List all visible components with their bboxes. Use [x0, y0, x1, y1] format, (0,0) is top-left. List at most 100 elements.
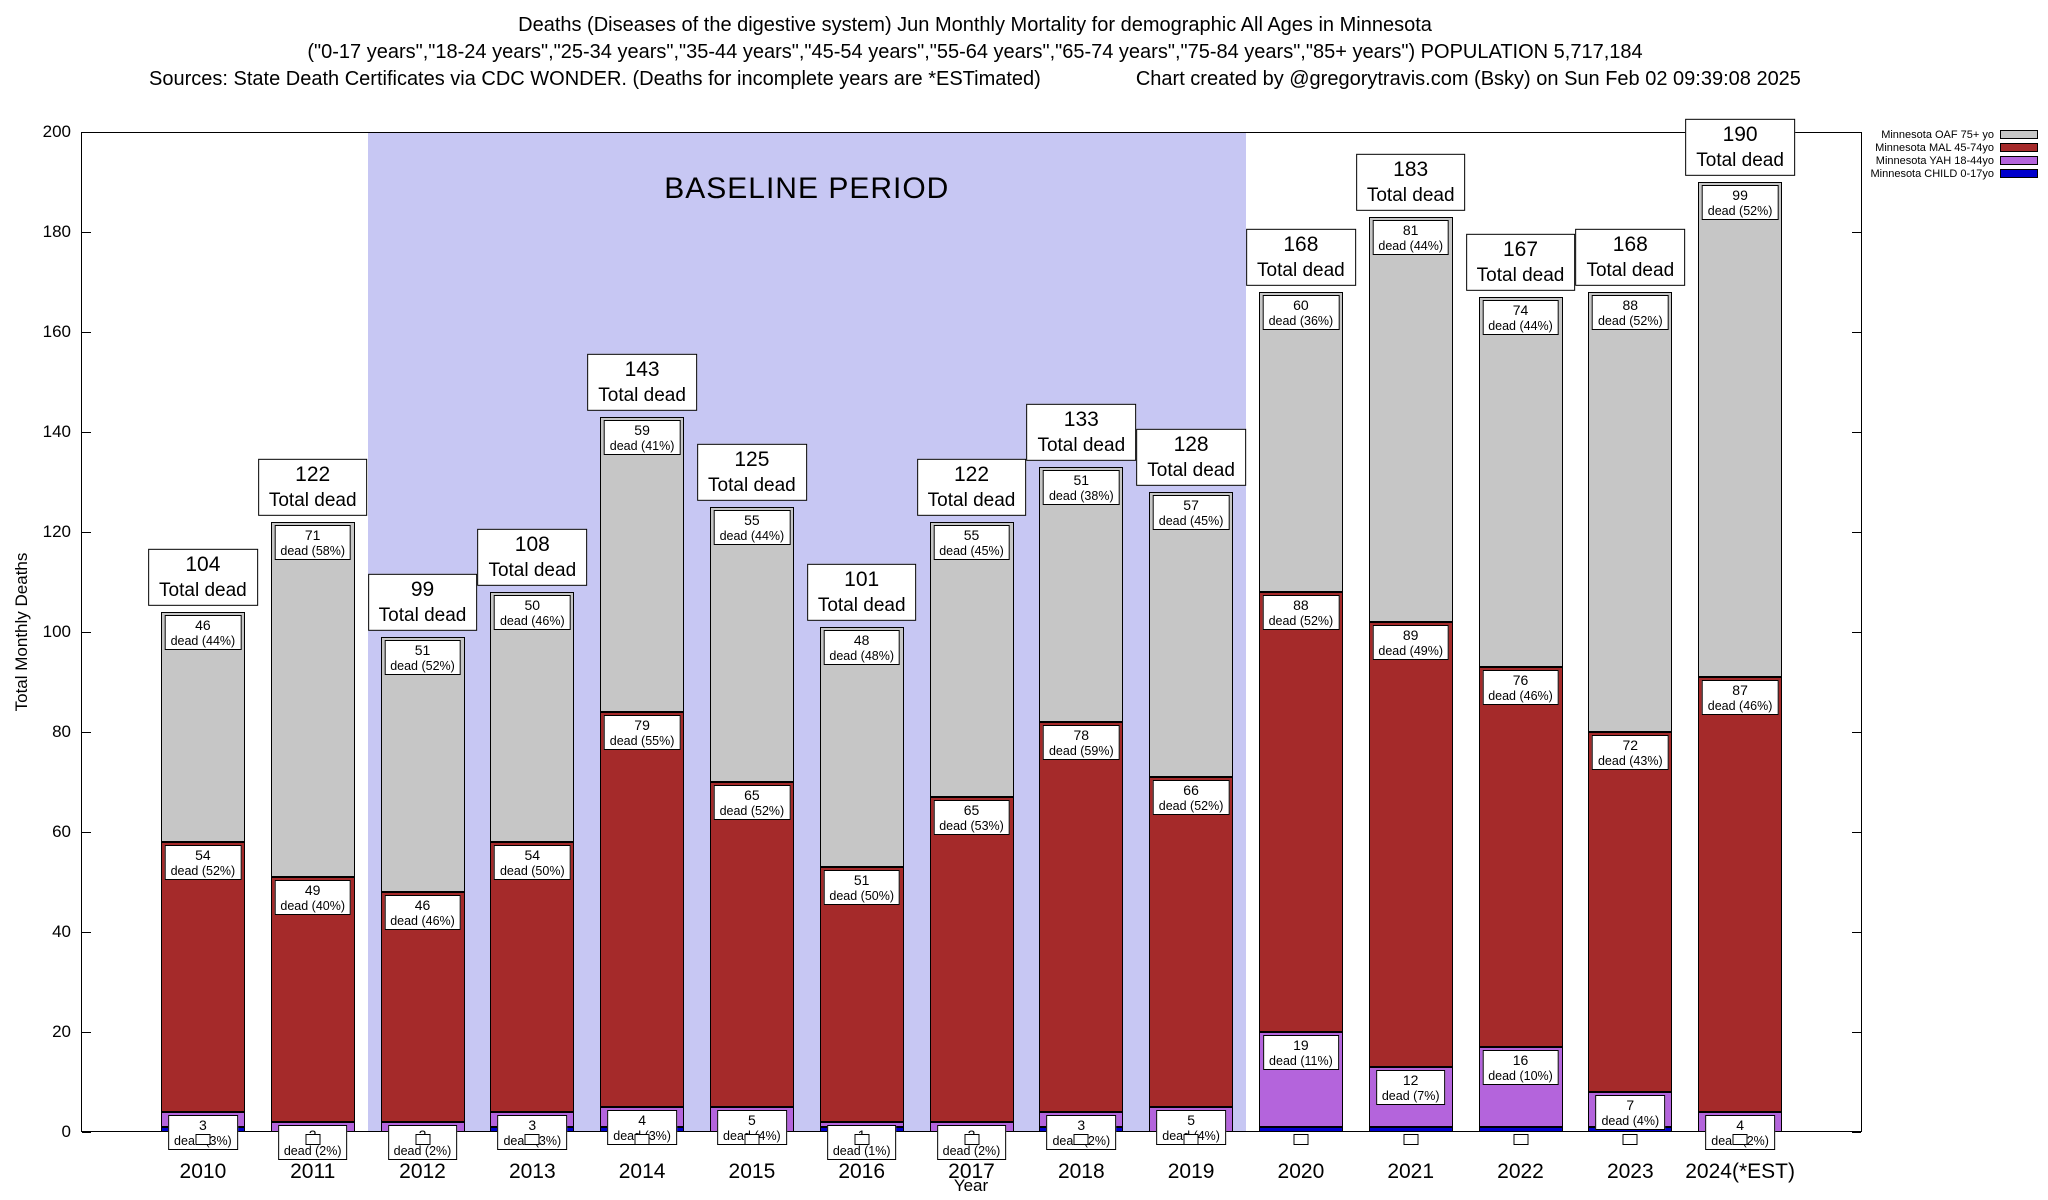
legend-swatch — [2000, 156, 2038, 165]
segment-label-value: 72 — [1622, 737, 1639, 753]
total-dead-text: Total dead — [378, 604, 467, 626]
total-dead-value: 101 — [844, 567, 880, 591]
y-tick-mark — [82, 1031, 91, 1033]
y-tick-mark — [82, 131, 91, 133]
y-tick-label: 140 — [42, 422, 71, 441]
bar-segment-oaf — [1698, 182, 1783, 677]
total-dead-text: Total dead — [598, 384, 686, 406]
segment-label-value: 99 — [1732, 187, 1748, 203]
segment-label-pct: dead (2%) — [283, 1143, 342, 1158]
total-dead-value: 104 — [185, 552, 221, 576]
y-tick-mark — [82, 231, 91, 233]
segment-label-oaf: 51 dead (38%) — [1042, 470, 1120, 506]
bar-segment-oaf — [270, 522, 355, 877]
legend-row: Minnesota YAH 18-44yo — [1870, 154, 2038, 167]
bar-segment-mal — [929, 797, 1014, 1122]
segment-label-pct: dead (52%) — [1597, 313, 1663, 328]
total-dead-label: 167 Total dead — [1465, 233, 1576, 291]
segment-label-value: 51 — [853, 872, 870, 888]
bar-segment-mal — [160, 842, 245, 1112]
total-dead-text: Total dead — [927, 489, 1016, 511]
total-dead-value: 99 — [410, 577, 435, 601]
y-tick-mark — [82, 831, 91, 833]
bar-segment-oaf — [1588, 292, 1673, 732]
child-label-box — [854, 1134, 870, 1145]
chart-credit-text: Chart created by @gregorytravis.com (Bsk… — [1135, 68, 1801, 90]
segment-label-oaf: 60 dead (36%) — [1262, 295, 1340, 331]
y-tick-mark — [1852, 931, 1861, 933]
segment-label-value: 46 — [414, 897, 431, 913]
chart-title: Deaths (Diseases of the digestive system… — [518, 14, 1432, 36]
child-label-box — [1403, 1134, 1419, 1145]
y-tick-label: 20 — [52, 1022, 71, 1041]
y-tick-label: 40 — [52, 922, 71, 941]
segment-label-mal: 46 dead (46%) — [384, 895, 461, 931]
total-dead-text: Total dead — [159, 579, 247, 601]
segment-label-value: 19 — [1293, 1037, 1309, 1053]
segment-label-value: 54 — [524, 847, 541, 863]
chart-subtitle-sources-row: Sources: State Death Certificates via CD… — [0, 66, 1950, 93]
x-tick-label: 2010 — [179, 1160, 227, 1183]
segment-label-oaf: 50 dead (46%) — [493, 595, 571, 631]
segment-label-pct: dead (40%) — [280, 898, 345, 913]
segment-label-mal: 66 dead (52%) — [1152, 780, 1230, 816]
child-label-box — [1073, 1134, 1089, 1145]
chart-subtitle-demographics: ("0-17 years","18-24 years","25-34 years… — [307, 41, 1643, 63]
segment-label-oaf: 55 dead (45%) — [933, 525, 1010, 561]
segment-label-value: 79 — [634, 717, 650, 733]
segment-label-pct: dead (55%) — [609, 733, 675, 748]
total-dead-label: 99 Total dead — [367, 573, 478, 631]
bar-segment-mal — [1588, 732, 1673, 1092]
bar-segment-mal — [1258, 592, 1343, 1032]
total-dead-value: 183 — [1393, 157, 1429, 181]
segment-label-pct: dead (45%) — [939, 543, 1004, 558]
legend-swatch — [2000, 143, 2038, 152]
total-dead-value: 125 — [734, 447, 770, 471]
y-tick-mark — [82, 331, 91, 333]
segment-label-pct: dead (38%) — [1048, 488, 1114, 503]
y-tick-mark — [1852, 231, 1861, 233]
bar-segment-oaf — [490, 592, 575, 842]
x-tick-label: 2014 — [618, 1160, 666, 1183]
total-dead-label: 104 Total dead — [148, 548, 258, 606]
segment-label-yah: 16 dead (10%) — [1482, 1050, 1559, 1086]
segment-label-yah: 12 dead (7%) — [1375, 1070, 1446, 1106]
total-dead-value: 128 — [1173, 432, 1209, 456]
segment-label-value: 3 — [198, 1117, 207, 1133]
legend-row: Minnesota OAF 75+ yo — [1870, 128, 2038, 141]
segment-label-value: 65 — [744, 787, 760, 803]
x-tick-label: 2018 — [1057, 1160, 1105, 1183]
x-tick-label: 2017 — [948, 1160, 995, 1183]
total-dead-value: 168 — [1283, 232, 1319, 256]
total-dead-label: 133 Total dead — [1026, 403, 1137, 461]
y-tick-label: 80 — [52, 722, 71, 741]
x-tick-label: 2016 — [838, 1160, 886, 1183]
total-dead-label: 101 Total dead — [806, 563, 917, 621]
segment-label-oaf: 46 dead (44%) — [164, 615, 242, 651]
x-tick-label: 2021 — [1387, 1160, 1435, 1183]
child-label-box — [305, 1134, 321, 1145]
segment-label-value: 16 — [1512, 1052, 1529, 1068]
segment-label-pct: dead (2%) — [942, 1143, 1001, 1158]
legend-row: Minnesota MAL 45-74yo — [1870, 141, 2038, 154]
segment-label-mal: 78 dead (59%) — [1042, 725, 1120, 761]
segment-label-mal: 54 dead (52%) — [164, 845, 242, 881]
y-tick-mark — [1852, 1131, 1861, 1133]
legend-swatch — [2000, 130, 2038, 139]
bar-segment-mal — [709, 782, 794, 1107]
segment-label-value: 74 — [1512, 302, 1529, 318]
segment-label-pct: dead (52%) — [1268, 613, 1334, 628]
legend-row: Minnesota CHILD 0-17yo — [1870, 167, 2038, 180]
legend-label: Minnesota YAH 18-44yo — [1875, 154, 1994, 167]
legend-swatch — [2000, 169, 2038, 178]
y-tick-mark — [1852, 131, 1861, 133]
child-label-box — [1293, 1134, 1309, 1145]
segment-label-value: 78 — [1073, 727, 1090, 743]
segment-label-pct: dead (50%) — [499, 863, 565, 878]
bar-segment-mal — [1368, 622, 1453, 1067]
x-tick-label: 2022 — [1497, 1160, 1544, 1183]
bar-segment-mal — [1478, 667, 1563, 1047]
y-tick-label: 200 — [42, 122, 71, 141]
